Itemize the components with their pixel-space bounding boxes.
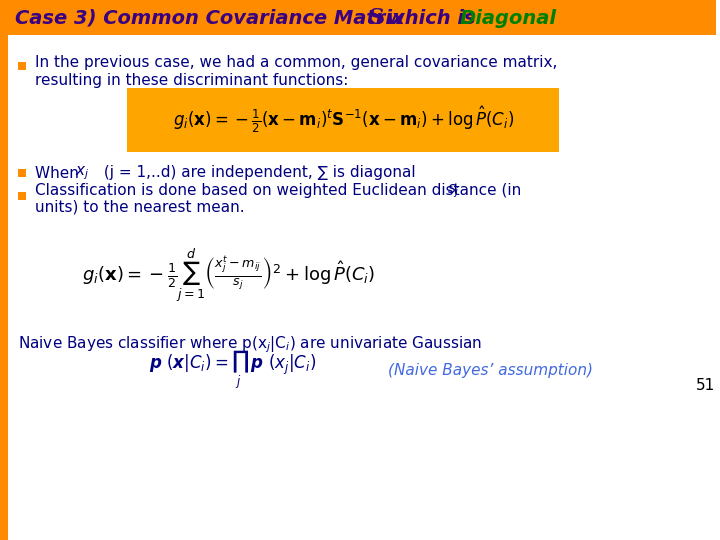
Text: When: When [35, 165, 84, 180]
FancyBboxPatch shape [0, 0, 716, 35]
Text: $x_j$: $x_j$ [75, 164, 89, 182]
Text: In the previous case, we had a common, general covariance matrix,: In the previous case, we had a common, g… [35, 56, 557, 71]
Text: $g_i(\mathbf{x}) = -\frac{1}{2} \sum_{j=1}^{d} \left(\frac{x_j^t - m_{ij}}{s_j}\: $g_i(\mathbf{x}) = -\frac{1}{2} \sum_{j=… [82, 246, 375, 304]
Text: units) to the nearest mean.: units) to the nearest mean. [35, 199, 245, 214]
Text: $\boldsymbol{p}$ $(\boldsymbol{x}|C_i) = \prod_j$ $\boldsymbol{p}$ $(x_j|C_i)$: $\boldsymbol{p}$ $(\boldsymbol{x}|C_i) =… [149, 348, 316, 392]
FancyBboxPatch shape [127, 88, 559, 152]
Text: which is: which is [380, 9, 482, 28]
Text: Case 3) Common Covariance Matrix: Case 3) Common Covariance Matrix [15, 9, 411, 28]
Text: $g_i(\mathbf{x}) = -\frac{1}{2}(\mathbf{x} - \mathbf{m}_i)^t \mathbf{S}^{-1}(\ma: $g_i(\mathbf{x}) = -\frac{1}{2}(\mathbf{… [173, 105, 514, 135]
Text: (Naive Bayes’ assumption): (Naive Bayes’ assumption) [388, 362, 593, 377]
Text: resulting in these discriminant functions:: resulting in these discriminant function… [35, 72, 348, 87]
Text: Classification is done based on weighted Euclidean distance (in: Classification is done based on weighted… [35, 184, 526, 199]
Bar [18, 192, 26, 200]
FancyBboxPatch shape [0, 35, 8, 540]
Bar [18, 62, 26, 70]
Text: Naive Bayes classifier where p(x$_j$|C$_i$) are univariate Gaussian: Naive Bayes classifier where p(x$_j$|C$_… [18, 335, 482, 355]
Text: $s_j$: $s_j$ [446, 182, 459, 200]
Bar [18, 169, 26, 177]
Text: (j = 1,..d) are independent, ∑ is diagonal: (j = 1,..d) are independent, ∑ is diagon… [99, 165, 416, 180]
Text: Diagonal: Diagonal [459, 9, 557, 28]
Text: 51: 51 [696, 377, 716, 393]
Text: S: S [368, 7, 384, 29]
